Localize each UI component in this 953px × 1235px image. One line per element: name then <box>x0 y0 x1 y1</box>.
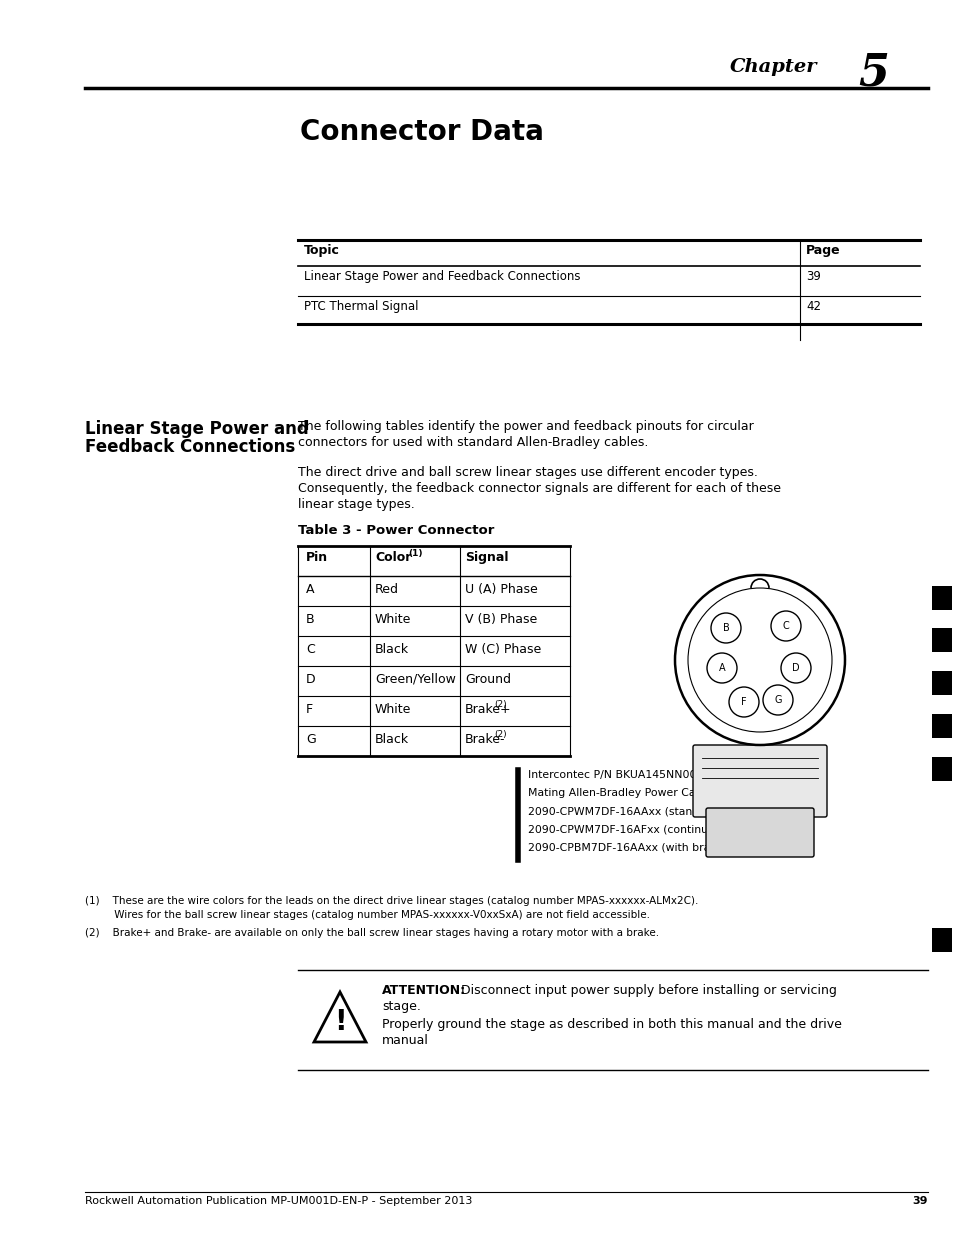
Text: Red: Red <box>375 583 398 597</box>
Text: 39: 39 <box>911 1195 927 1207</box>
Text: C: C <box>781 621 788 631</box>
Text: (2): (2) <box>495 700 507 709</box>
Text: PTC Thermal Signal: PTC Thermal Signal <box>304 300 418 312</box>
Text: D: D <box>791 663 799 673</box>
Text: Brake-: Brake- <box>464 734 505 746</box>
Text: A: A <box>718 663 724 673</box>
Circle shape <box>781 653 810 683</box>
Text: B: B <box>306 613 314 626</box>
Text: D: D <box>306 673 315 685</box>
Text: The following tables identify the power and feedback pinouts for circular: The following tables identify the power … <box>297 420 753 433</box>
Circle shape <box>728 687 759 718</box>
Text: Properly ground the stage as described in both this manual and the drive: Properly ground the stage as described i… <box>381 1018 841 1031</box>
Text: The direct drive and ball screw linear stages use different encoder types.: The direct drive and ball screw linear s… <box>297 466 757 479</box>
FancyBboxPatch shape <box>692 745 826 818</box>
Text: (1): (1) <box>408 550 422 558</box>
Polygon shape <box>314 992 366 1042</box>
Text: Linear Stage Power and: Linear Stage Power and <box>85 420 309 438</box>
Text: Page: Page <box>805 245 840 257</box>
Text: F: F <box>740 697 746 706</box>
Circle shape <box>770 611 801 641</box>
Text: Feedback Connections: Feedback Connections <box>85 438 294 456</box>
Text: linear stage types.: linear stage types. <box>297 498 415 511</box>
Bar <box>931 671 951 695</box>
Text: (2)    Brake+ and Brake- are available on only the ball screw linear stages havi: (2) Brake+ and Brake- are available on o… <box>85 927 659 939</box>
Text: Brake+: Brake+ <box>464 703 511 716</box>
Text: 5: 5 <box>857 52 888 95</box>
Text: (1)    These are the wire colors for the leads on the direct drive linear stages: (1) These are the wire colors for the le… <box>85 897 698 906</box>
Text: Green/Yellow: Green/Yellow <box>375 673 456 685</box>
Text: Color: Color <box>375 551 411 564</box>
Text: Rockwell Automation Publication MP-UM001D-EN-P - September 2013: Rockwell Automation Publication MP-UM001… <box>85 1195 472 1207</box>
Text: White: White <box>375 613 411 626</box>
Text: C: C <box>306 643 314 656</box>
Circle shape <box>706 653 737 683</box>
Text: F: F <box>306 703 313 716</box>
Circle shape <box>710 613 740 643</box>
Text: 2090-CPBM7DF-16AAxx (with brake): 2090-CPBM7DF-16AAxx (with brake) <box>527 842 726 852</box>
Bar <box>931 629 951 652</box>
Text: Consequently, the feedback connector signals are different for each of these: Consequently, the feedback connector sig… <box>297 482 781 495</box>
Text: U (A) Phase: U (A) Phase <box>464 583 537 597</box>
Text: Linear Stage Power and Feedback Connections: Linear Stage Power and Feedback Connecti… <box>304 270 579 283</box>
Text: Wires for the ball screw linear stages (catalog number MPAS-xxxxxx-V0xxSxA) are : Wires for the ball screw linear stages (… <box>85 910 649 920</box>
Text: B: B <box>721 622 729 634</box>
Text: White: White <box>375 703 411 716</box>
Text: Pin: Pin <box>306 551 328 564</box>
FancyBboxPatch shape <box>705 808 813 857</box>
Bar <box>931 927 951 952</box>
Text: 2090-CPWM7DF-16AFxx (continuous-flex) or: 2090-CPWM7DF-16AFxx (continuous-flex) or <box>527 824 769 834</box>
Text: A: A <box>306 583 314 597</box>
Text: 39: 39 <box>805 270 820 283</box>
Text: Mating Allen-Bradley Power Cable: Mating Allen-Bradley Power Cable <box>527 788 712 798</box>
Text: Topic: Topic <box>304 245 339 257</box>
Text: connectors for used with standard Allen-Bradley cables.: connectors for used with standard Allen-… <box>297 436 648 450</box>
Text: Connector Data: Connector Data <box>299 119 543 146</box>
Text: Signal: Signal <box>464 551 508 564</box>
Text: (2): (2) <box>495 730 507 739</box>
Text: stage.: stage. <box>381 1000 420 1013</box>
Circle shape <box>762 685 792 715</box>
Text: V (B) Phase: V (B) Phase <box>464 613 537 626</box>
Text: Table 3 - Power Connector: Table 3 - Power Connector <box>297 524 494 537</box>
Bar <box>931 585 951 610</box>
Bar <box>931 714 951 739</box>
Text: Ground: Ground <box>464 673 511 685</box>
Text: Black: Black <box>375 643 409 656</box>
Text: W (C) Phase: W (C) Phase <box>464 643 540 656</box>
Text: G: G <box>306 734 315 746</box>
Text: 2090-CPWM7DF-16AAxx (standard) or: 2090-CPWM7DF-16AAxx (standard) or <box>527 806 736 816</box>
Text: Black: Black <box>375 734 409 746</box>
Text: ATTENTION:: ATTENTION: <box>381 984 466 997</box>
Text: !: ! <box>334 1008 346 1036</box>
Text: Disconnect input power supply before installing or servicing: Disconnect input power supply before ins… <box>456 984 836 997</box>
Bar <box>931 757 951 781</box>
Text: Intercontec P/N BKUA145NN00480200000: Intercontec P/N BKUA145NN00480200000 <box>527 769 759 781</box>
Text: manual: manual <box>381 1034 429 1047</box>
Text: 42: 42 <box>805 300 821 312</box>
Text: G: G <box>774 695 781 705</box>
Text: Chapter: Chapter <box>729 58 817 77</box>
